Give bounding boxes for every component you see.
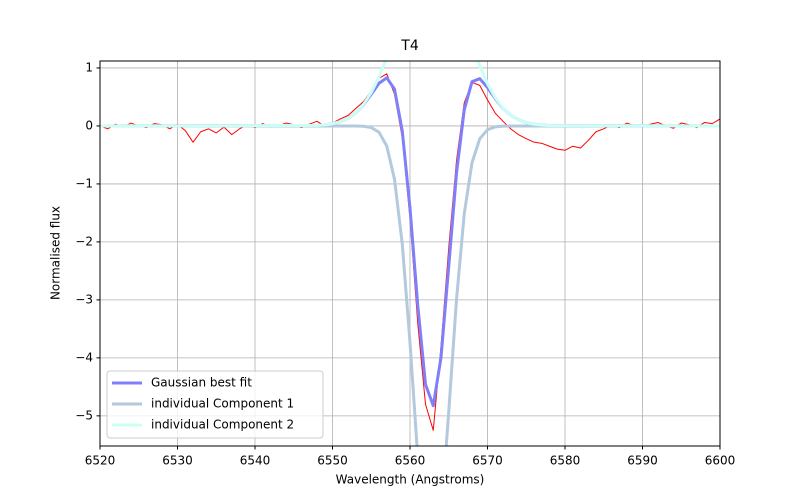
x-tick-label: 6590 [627,454,658,468]
x-tick-label: 6580 [550,454,581,468]
legend-label: Gaussian best fit [151,376,252,390]
legend-box [106,370,324,439]
legend-label: individual Component 1 [151,397,294,411]
legend: Gaussian best fit individual Component 1 i… [106,370,324,439]
x-tick-label: 6530 [162,454,193,468]
x-tick-label: 6550 [317,454,348,468]
y-tick-label: −4 [75,350,93,364]
series-line [100,124,720,446]
y-tick-label: −5 [75,408,93,422]
y-tick-label: −2 [75,234,93,248]
chart-title: T4 [400,38,419,54]
x-tick-label: 6520 [85,454,116,468]
y-axis-label: Normalised flux [49,206,63,300]
x-tick-label: 6560 [395,454,426,468]
x-axis-label: Wavelength (Angstroms) [336,473,485,487]
plot-area [100,61,720,446]
x-tick-label: 6600 [705,454,736,468]
series-line [100,61,720,128]
legend-label: individual Component 2 [151,418,294,432]
y-tick-label: 1 [85,60,93,74]
axes: 6520 6530 6540 6550 6560 6570 6580 6590 6600 −5 −4… [75,60,735,467]
y-tick-label: −1 [75,176,93,190]
y-tick-label: 0 [85,118,93,132]
x-tick-label: 6540 [240,454,271,468]
x-tick-label: 6570 [472,454,503,468]
y-tick-label: −3 [75,292,93,306]
